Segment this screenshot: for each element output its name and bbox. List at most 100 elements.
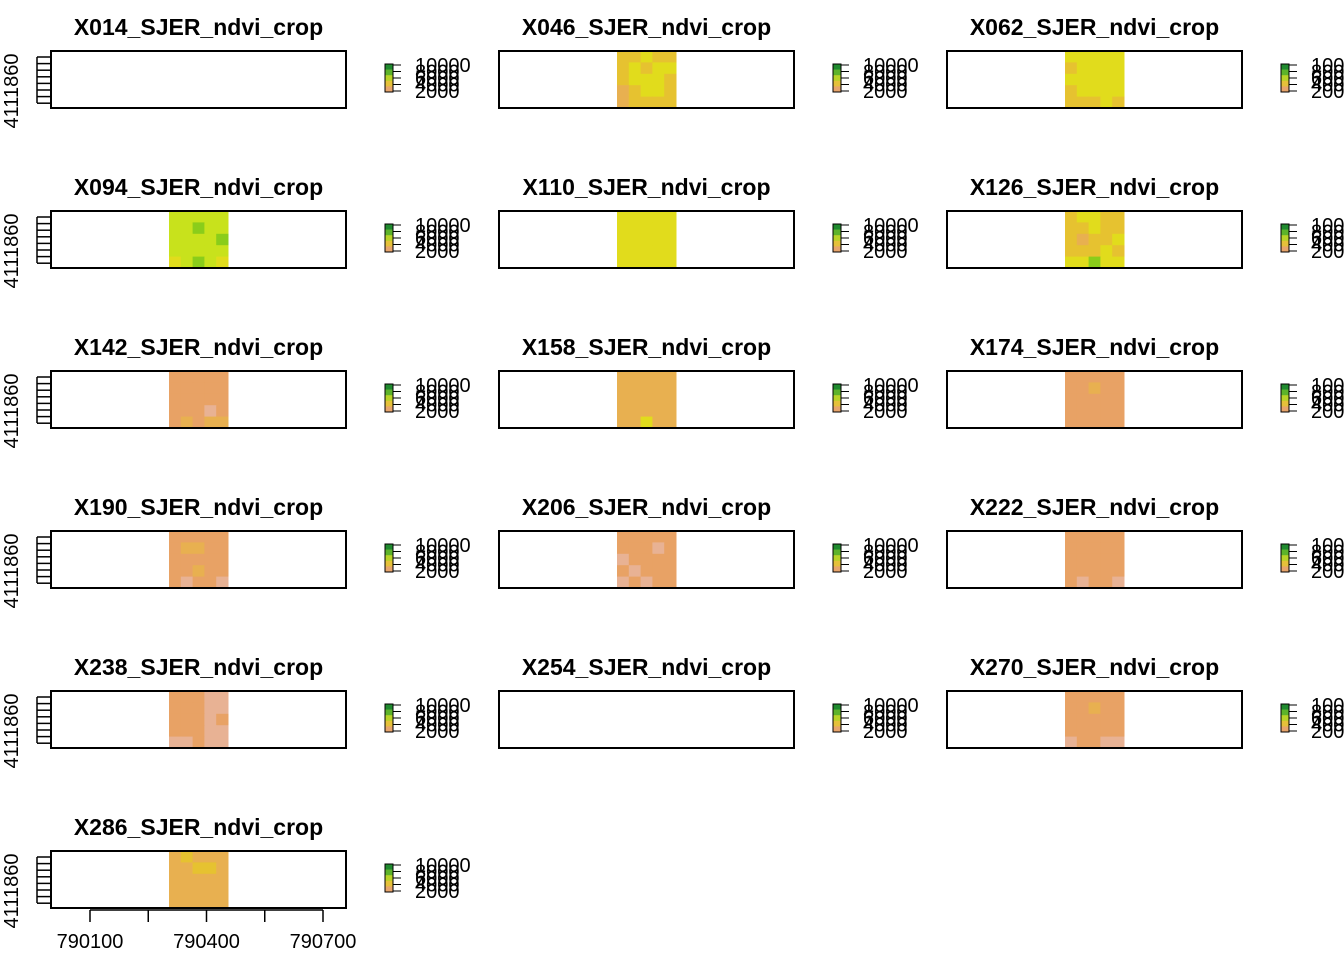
legend-swatch	[385, 80, 393, 87]
legend-swatch	[1281, 720, 1289, 727]
raster-cell	[1088, 416, 1101, 429]
raster-cell	[1112, 565, 1125, 578]
legend-label: 2000	[415, 561, 460, 583]
legend-swatch	[385, 224, 393, 230]
legend-swatch	[385, 246, 393, 253]
raster-cell	[180, 405, 194, 418]
raster-cell	[1100, 382, 1113, 395]
raster-cell	[617, 73, 630, 86]
raster-cell	[192, 576, 205, 589]
raster-cell	[1065, 222, 1078, 235]
legend-swatch	[385, 726, 393, 733]
legend-label: 10000	[863, 695, 919, 717]
raster-cell	[1100, 73, 1113, 86]
legend-swatch	[833, 544, 841, 550]
raster-cell	[652, 531, 665, 543]
raster-cell	[652, 382, 665, 395]
raster-cell	[664, 542, 677, 555]
raster-cell	[169, 851, 182, 863]
legend-swatch	[833, 704, 841, 710]
raster-cell	[652, 245, 665, 258]
raster-cell	[169, 416, 182, 429]
legend-label: 6000	[1311, 708, 1344, 730]
raster-cell	[1065, 576, 1078, 589]
legend-label: 10000	[415, 55, 471, 77]
raster-cell	[192, 702, 205, 715]
raster-cell	[180, 531, 194, 543]
raster-cell	[1100, 393, 1113, 406]
raster-cell	[216, 851, 229, 863]
panel-X142_SJER_ndvi_crop: X142_SJER_ndvi_crop 4111860 10000800060004…	[1, 334, 471, 448]
raster-cell	[216, 691, 229, 703]
raster-cell	[640, 222, 653, 235]
raster-cell	[1112, 393, 1125, 406]
raster-cell	[1076, 62, 1090, 75]
raster-cell	[216, 233, 229, 246]
legend-label: 6000	[1311, 388, 1344, 410]
raster-cell	[216, 416, 229, 429]
raster-cell	[204, 691, 217, 703]
legend-swatch	[833, 224, 841, 230]
plot-frame	[498, 370, 795, 429]
legend-label: 6000	[1311, 548, 1344, 570]
raster-cell	[1088, 371, 1101, 383]
legend-swatch	[833, 715, 841, 722]
raster-cell	[1100, 416, 1113, 429]
legend-label: 2000	[415, 881, 460, 903]
legend-swatch	[1281, 240, 1289, 247]
raster-cell	[204, 211, 217, 223]
raster-cell	[1065, 85, 1078, 98]
raster-cell	[1100, 531, 1113, 543]
raster-cell	[1065, 702, 1078, 715]
raster-cell	[204, 725, 217, 738]
raster-cell	[1100, 576, 1113, 589]
plot-frame	[498, 50, 795, 109]
raster-cell	[617, 222, 630, 235]
raster-cell	[169, 885, 182, 898]
raster-cell	[617, 416, 630, 429]
legend-label: 2000	[1311, 721, 1344, 743]
legend-label: 8000	[863, 542, 908, 564]
raster-cell	[617, 211, 630, 223]
raster-cell	[1065, 73, 1078, 86]
raster-cell	[664, 576, 677, 589]
raster-cell	[1088, 736, 1101, 749]
raster-cell	[1100, 233, 1113, 246]
raster-cell	[652, 542, 665, 555]
raster-cell	[169, 393, 182, 406]
raster-cell	[180, 222, 194, 235]
raster-cell	[1088, 233, 1101, 246]
legend-swatch	[833, 384, 841, 390]
raster-cell	[216, 382, 229, 395]
raster-cell	[216, 542, 229, 555]
panel-X190_SJER_ndvi_crop: X190_SJER_ndvi_crop 4111860 10000800060004…	[1, 494, 471, 608]
panel-title: X158_SJER_ndvi_crop	[522, 334, 771, 360]
raster-cell	[169, 702, 182, 715]
raster-cell	[1088, 691, 1101, 703]
legend-label: 2000	[415, 241, 460, 263]
raster-cell	[204, 542, 217, 555]
raster-cell	[1088, 576, 1101, 589]
raster-cell	[1112, 73, 1125, 86]
legend-swatch	[385, 544, 393, 550]
raster-cell	[204, 222, 217, 235]
raster-cell	[1100, 96, 1113, 109]
legend-label: 8000	[1311, 222, 1344, 244]
raster-cell	[617, 96, 630, 109]
raster-cell	[169, 371, 182, 383]
legend-label: 8000	[863, 222, 908, 244]
raster-cell	[180, 382, 194, 395]
legend-swatch	[385, 549, 393, 556]
legend-swatch	[1281, 80, 1289, 87]
raster-cell	[216, 565, 229, 578]
raster-cell	[628, 85, 642, 98]
raster-cell	[1112, 725, 1125, 738]
legend-swatch	[833, 726, 841, 733]
raster-cell	[204, 702, 217, 715]
legend-label: 4000	[1311, 395, 1344, 417]
raster-cell	[169, 233, 182, 246]
legend-swatch	[1281, 560, 1289, 567]
legend-label: 2000	[415, 721, 460, 743]
